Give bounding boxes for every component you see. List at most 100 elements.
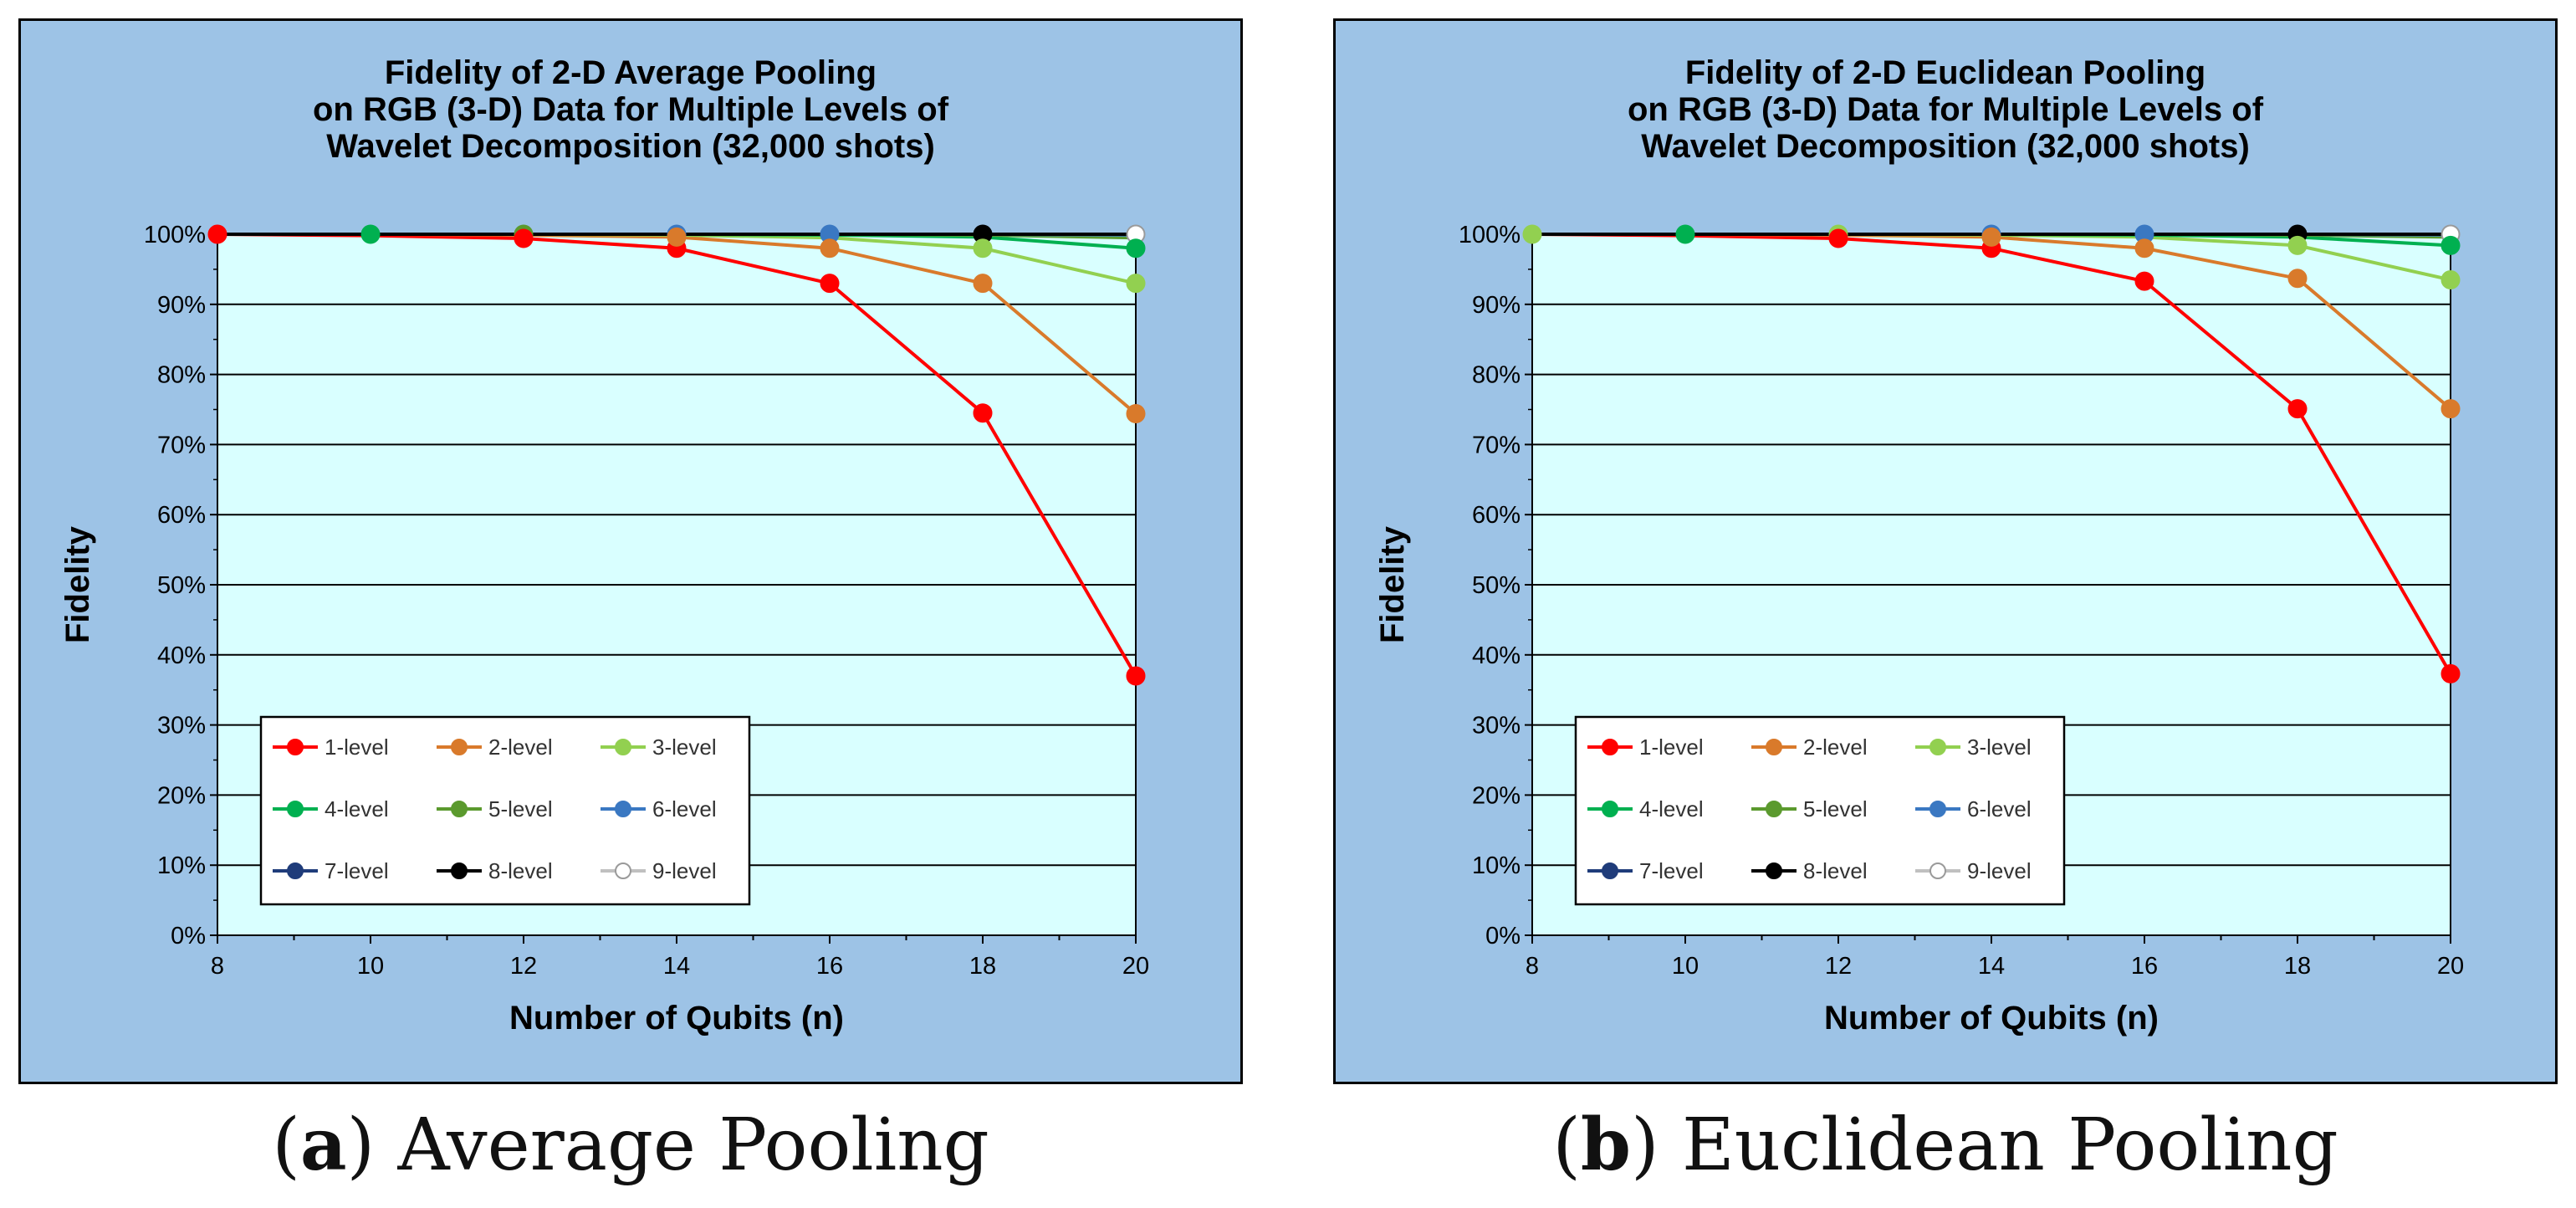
data-point-2-level bbox=[1981, 227, 2001, 247]
data-point-3-level bbox=[973, 238, 993, 258]
x-tick-label: 16 bbox=[816, 953, 843, 980]
data-point-2-level bbox=[1126, 404, 1146, 424]
legend-label-8-level: 8-level bbox=[488, 858, 553, 883]
data-point-1-level bbox=[1126, 666, 1146, 686]
data-point-4-level bbox=[2441, 235, 2461, 255]
y-tick-label: 30% bbox=[157, 713, 206, 740]
data-point-2-level bbox=[2287, 269, 2308, 289]
chart-title-line: on RGB (3-D) Data for Multiple Levels of bbox=[1628, 91, 2264, 128]
data-point-1-level bbox=[973, 403, 993, 423]
legend-marker-3-level bbox=[615, 739, 631, 755]
legend-label-7-level: 7-level bbox=[325, 858, 389, 883]
y-tick-label: 10% bbox=[1472, 852, 1521, 879]
data-point-2-level bbox=[973, 274, 993, 294]
y-tick-label: 30% bbox=[1472, 713, 1521, 740]
data-point-2-level bbox=[2441, 399, 2461, 419]
data-point-1-level bbox=[2287, 399, 2308, 419]
data-point-2-level bbox=[820, 238, 840, 258]
legend-marker-4-level bbox=[1602, 801, 1618, 817]
data-point-1-level bbox=[820, 274, 840, 294]
data-point-2-level bbox=[2134, 238, 2154, 258]
legend-marker-4-level bbox=[287, 801, 304, 817]
data-point-1-level bbox=[1828, 228, 1848, 248]
legend-marker-9-level bbox=[1929, 862, 1946, 879]
legend-box bbox=[1574, 715, 2066, 906]
legend-marker-1-level bbox=[287, 739, 304, 755]
x-axis-label: Number of Qubits (n) bbox=[1824, 1000, 2159, 1037]
chart-title-line: Fidelity of 2-D Euclidean Pooling bbox=[1685, 54, 2205, 91]
y-tick-label: 100% bbox=[144, 222, 206, 248]
chart-title-line: Fidelity of 2-D Average Pooling bbox=[385, 54, 877, 91]
x-tick-label: 20 bbox=[1122, 953, 1149, 980]
y-tick-label: 50% bbox=[1472, 572, 1521, 599]
legend-label-6-level: 6-level bbox=[1967, 796, 2032, 822]
legend-label-9-level: 9-level bbox=[652, 858, 717, 883]
x-tick-label: 8 bbox=[1526, 953, 1539, 980]
caption-euclidean-pooling: (b) Euclidean Pooling bbox=[1552, 1103, 2338, 1187]
y-axis-label: Fidelity bbox=[1374, 525, 1411, 643]
legend-label-7-level: 7-level bbox=[1639, 858, 1704, 883]
data-point-4-level bbox=[1126, 238, 1146, 258]
legend-box bbox=[259, 715, 751, 906]
legend-marker-6-level bbox=[1929, 801, 1946, 817]
legend-marker-8-level bbox=[1766, 862, 1782, 879]
legend-marker-8-level bbox=[451, 862, 468, 879]
legend-label-6-level: 6-level bbox=[652, 796, 717, 822]
data-point-4-level bbox=[360, 224, 381, 244]
chart-title-line: on RGB (3-D) Data for Multiple Levels of bbox=[313, 91, 949, 128]
chart-title-line: Wavelet Decomposition (32,000 shots) bbox=[326, 128, 935, 165]
data-point-1-level bbox=[2441, 663, 2461, 683]
data-point-3-level bbox=[1522, 224, 1542, 244]
x-axis-label: Number of Qubits (n) bbox=[509, 1000, 844, 1037]
y-tick-label: 70% bbox=[157, 432, 206, 458]
data-point-4-level bbox=[1675, 224, 1695, 244]
x-tick-label: 8 bbox=[211, 953, 224, 980]
legend-label-2-level: 2-level bbox=[1803, 735, 1868, 760]
legend-marker-2-level bbox=[451, 739, 468, 755]
legend-marker-2-level bbox=[1766, 739, 1782, 755]
y-tick-label: 40% bbox=[1472, 642, 1521, 669]
legend-label-9-level: 9-level bbox=[1967, 858, 2032, 883]
caption-average-pooling: (a) Average Pooling bbox=[272, 1103, 989, 1187]
data-point-1-level bbox=[2134, 271, 2154, 291]
y-tick-label: 100% bbox=[1459, 222, 1521, 248]
x-tick-label: 12 bbox=[510, 953, 537, 980]
y-tick-label: 20% bbox=[157, 782, 206, 809]
legend-label-1-level: 1-level bbox=[325, 735, 389, 760]
legend-marker-9-level bbox=[615, 862, 631, 879]
y-tick-label: 20% bbox=[1472, 782, 1521, 809]
data-point-1-level bbox=[207, 224, 227, 244]
x-tick-label: 14 bbox=[663, 953, 690, 980]
data-point-3-level bbox=[2441, 269, 2461, 289]
y-tick-label: 80% bbox=[157, 362, 206, 389]
legend-marker-7-level bbox=[287, 862, 304, 879]
legend-marker-7-level bbox=[1602, 862, 1618, 879]
x-tick-label: 14 bbox=[1978, 953, 2005, 980]
legend-marker-5-level bbox=[1766, 801, 1782, 817]
y-tick-label: 60% bbox=[1472, 502, 1521, 529]
caption-label: a bbox=[299, 1103, 347, 1187]
data-point-3-level bbox=[1126, 274, 1146, 294]
legend-label-8-level: 8-level bbox=[1803, 858, 1868, 883]
x-tick-label: 20 bbox=[2437, 953, 2464, 980]
legend-label-5-level: 5-level bbox=[1803, 796, 1868, 822]
legend-label-4-level: 4-level bbox=[325, 796, 389, 822]
x-tick-label: 18 bbox=[2284, 953, 2311, 980]
legend-marker-5-level bbox=[451, 801, 468, 817]
chart-panel-euclidean-pooling: Fidelity of 2-D Euclidean Pooling on RGB … bbox=[1333, 18, 2558, 1084]
y-tick-label: 70% bbox=[1472, 432, 1521, 458]
y-tick-label: 90% bbox=[1472, 292, 1521, 319]
legend-marker-1-level bbox=[1602, 739, 1618, 755]
y-tick-label: 50% bbox=[157, 572, 206, 599]
legend-marker-3-level bbox=[1929, 739, 1946, 755]
x-tick-label: 12 bbox=[1825, 953, 1852, 980]
legend-label-4-level: 4-level bbox=[1639, 796, 1704, 822]
y-tick-label: 0% bbox=[1485, 923, 1521, 950]
legend-label-2-level: 2-level bbox=[488, 735, 553, 760]
caption-text: Average Pooling bbox=[397, 1103, 989, 1187]
data-point-1-level bbox=[514, 228, 534, 248]
x-tick-label: 10 bbox=[357, 953, 384, 980]
caption-text: Euclidean Pooling bbox=[1681, 1103, 2338, 1187]
